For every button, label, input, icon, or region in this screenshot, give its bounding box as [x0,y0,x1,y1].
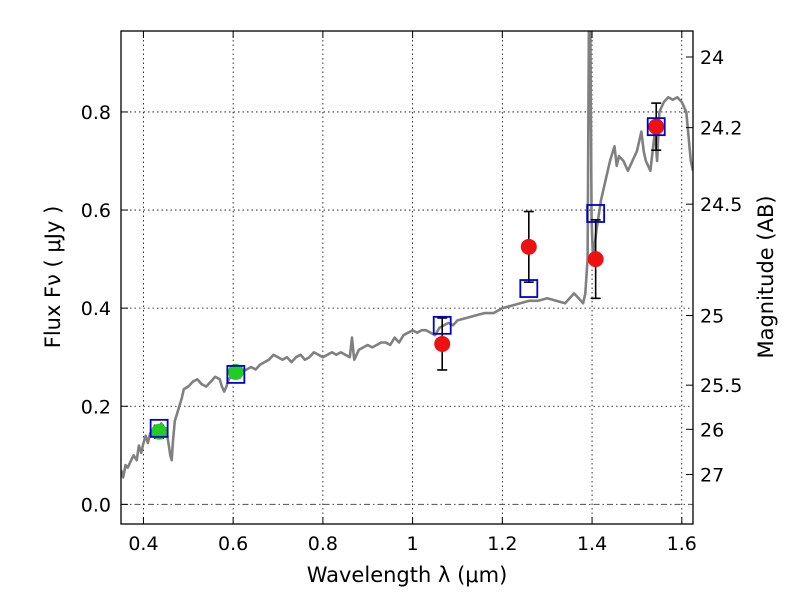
y-tick-label: 0.6 [81,200,111,222]
error-bars [154,102,662,439]
sed-line [121,31,693,479]
x-tick-label: 1.4 [577,533,607,555]
model-square [149,418,169,438]
axis-ticks [121,31,693,524]
y2-axis-label: Magnitude (AB) [754,195,778,358]
y2-tick-label: 25.5 [700,375,742,397]
y2-tick-label: 24.2 [700,118,742,140]
y-tick-label: 0.2 [81,396,111,418]
y2-tick-label: 24 [700,47,724,69]
y-tick-label: 0.0 [81,494,111,516]
model-square [646,117,666,137]
flux-point [587,251,604,268]
tick-labels: 0.4 0.6 0.8 1 1.2 1.4 1.6 0.0 0.2 0.4 0.6 0.8 24 24.2… [81,47,743,555]
y-tick-label: 0.4 [81,298,111,320]
flux-point [648,118,665,135]
x-tick-label: 0.8 [308,533,338,555]
x-tick-label: 1 [407,533,419,555]
plot-frame [120,30,694,525]
y-axis-label: Flux Fν ( μJy ) [41,206,65,349]
flux-point [434,335,451,352]
model-square [432,315,452,335]
y2-tick-label: 24.5 [700,194,742,216]
flux-point [227,363,244,380]
y-tick-label: 0.8 [81,102,111,124]
x-tick-label: 1.2 [487,533,517,555]
model-square [226,364,246,384]
x-tick-label: 0.4 [128,533,158,555]
x-tick-label: 1.6 [667,533,697,555]
flux-point [520,238,537,255]
sed-curve [121,31,693,479]
flux-point [151,423,168,440]
y2-tick-label: 26 [700,419,724,441]
y2-tick-label: 27 [700,464,724,486]
x-tick-label: 0.6 [218,533,248,555]
model-square [586,204,606,223]
x-axis-label: Wavelength λ (μm) [307,563,508,587]
grid-lines [121,31,693,524]
data-markers [149,117,666,440]
y2-tick-label: 25 [700,306,724,328]
model-square [519,279,539,298]
